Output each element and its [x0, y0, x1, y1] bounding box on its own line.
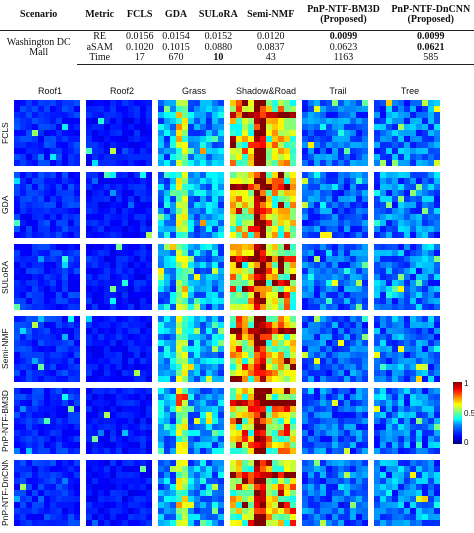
value-cell: 17 — [122, 53, 158, 65]
metric-cell: RE — [93, 30, 107, 42]
abundance-map-tile — [230, 388, 296, 454]
column-title-tree: Tree — [400, 86, 420, 96]
abundance-map-tile — [302, 100, 368, 166]
header-pnp-dncnn-proposed: (Proposed) — [407, 14, 455, 25]
value-cell: 0.0880 — [204, 41, 233, 53]
abundance-map-tile — [374, 460, 440, 526]
table-row: Time 17 670 10 43 1163 585 — [0, 53, 474, 65]
abundance-map-tile — [158, 316, 224, 382]
value-cell: 0.0099 — [329, 30, 358, 42]
table-row: aSAM 0.1020 0.1015 0.0880 0.0837 0.0623 … — [0, 41, 474, 54]
value-cell: 1163 — [299, 53, 388, 65]
header-fcls: FCLS — [122, 0, 158, 31]
metric-cell: Time — [77, 53, 122, 65]
abundance-map-tile — [158, 244, 224, 310]
abundance-map-tile — [14, 316, 80, 382]
abundance-map-tile — [14, 388, 80, 454]
value-cell: 0.1020 — [125, 41, 154, 53]
value-cell: 0.0120 — [256, 30, 285, 42]
row-label-pnp-dncnn: PnP-NTF-DnCNN — [0, 460, 10, 526]
header-pnp-bm3d-name: PnP-NTF-BM3D — [307, 4, 380, 15]
scenario-cell: Washington DC Mall — [6, 36, 71, 58]
row-label-sulora: SULoRA — [0, 260, 10, 294]
abundance-map-tile — [302, 244, 368, 310]
value-cell: 0.1015 — [162, 41, 190, 53]
header-gda: GDA — [157, 0, 195, 31]
abundance-map-tile — [158, 388, 224, 454]
colorbar-max-label: 1 — [464, 379, 469, 388]
column-title-roof1: Roof1 — [37, 86, 63, 96]
abundance-map-tile — [374, 100, 440, 166]
row-label-gda: GDA — [0, 195, 10, 215]
abundance-map-tile — [86, 244, 152, 310]
value-cell: 43 — [242, 53, 300, 65]
header-sulora: SULoRA — [194, 0, 243, 31]
value-cell: 0.0156 — [125, 30, 154, 42]
value-cell: 0.0837 — [256, 41, 285, 53]
header-pnp-dncnn: PnP-NTF-DnCNN (Proposed) — [387, 0, 474, 31]
abundance-map-tile — [302, 316, 368, 382]
abundance-map-tile — [158, 460, 224, 526]
value-cell: 0.0099 — [417, 30, 445, 42]
abundance-map-tile — [230, 172, 296, 238]
value-cell: 670 — [157, 53, 195, 65]
abundance-map-tile — [374, 316, 440, 382]
table-header-row: Scenario Metric FCLS GDA SULoRA Semi-NMF… — [0, 0, 474, 31]
column-title-trail: Trail — [329, 86, 347, 96]
results-table: Scenario Metric FCLS GDA SULoRA Semi-NMF… — [0, 0, 474, 65]
metric-cell: aSAM — [86, 41, 113, 53]
value-cell: 0.0621 — [417, 41, 445, 53]
table-row: Washington DC Mall RE 0.0156 0.0154 0.01… — [0, 30, 474, 57]
colorbar-min-label: 0 — [464, 438, 469, 447]
value-cell: 10 — [194, 53, 243, 65]
abundance-map-tile — [86, 172, 152, 238]
header-metric: Metric — [77, 0, 122, 31]
row-label-semi-nmf: Semi-NMF — [0, 328, 10, 370]
abundance-map-tile — [14, 460, 80, 526]
abundance-map-tile — [302, 388, 368, 454]
abundance-map-tile — [86, 100, 152, 166]
abundance-map-tile — [230, 316, 296, 382]
abundance-map-tile — [374, 172, 440, 238]
header-scenario: Scenario — [0, 0, 78, 31]
header-pnp-bm3d-proposed: (Proposed) — [320, 14, 367, 25]
value-cell: 0.0623 — [329, 41, 358, 53]
abundance-map-figure: Roof1 Roof2 Grass Shadow&Road Trail Tree… — [0, 86, 474, 533]
abundance-map-tile — [158, 172, 224, 238]
abundance-map-tile — [86, 460, 152, 526]
abundance-map-tile — [14, 100, 80, 166]
abundance-map-tile — [14, 244, 80, 310]
colorbar — [453, 382, 462, 444]
abundance-map-tile — [230, 460, 296, 526]
header-pnp-bm3d: PnP-NTF-BM3D (Proposed) — [299, 0, 388, 31]
value-cell: 585 — [387, 53, 474, 65]
abundance-map-tile — [302, 172, 368, 238]
header-pnp-dncnn-name: PnP-NTF-DnCNN — [391, 4, 471, 15]
header-semi-nmf: Semi-NMF — [242, 0, 300, 31]
abundance-map-tile — [158, 100, 224, 166]
row-label-fcls: FCLS — [0, 122, 10, 144]
abundance-map-tile — [86, 316, 152, 382]
abundance-map-tile — [14, 172, 80, 238]
abundance-map-tile — [374, 388, 440, 454]
abundance-map-tile — [230, 100, 296, 166]
column-title-shadow-road: Shadow&Road — [235, 86, 297, 96]
abundance-map-tile — [302, 460, 368, 526]
abundance-map-tile — [374, 244, 440, 310]
row-label-pnp-bm3d: PnP-NTF-BM3D — [0, 390, 10, 452]
value-cell: 0.0152 — [204, 30, 233, 42]
abundance-map-tile — [230, 244, 296, 310]
value-cell: 0.0154 — [162, 30, 190, 42]
colorbar-mid-label: 0.5 — [464, 409, 474, 418]
abundance-map-tile — [86, 388, 152, 454]
column-title-grass: Grass — [181, 86, 206, 96]
column-title-roof2: Roof2 — [109, 86, 135, 96]
